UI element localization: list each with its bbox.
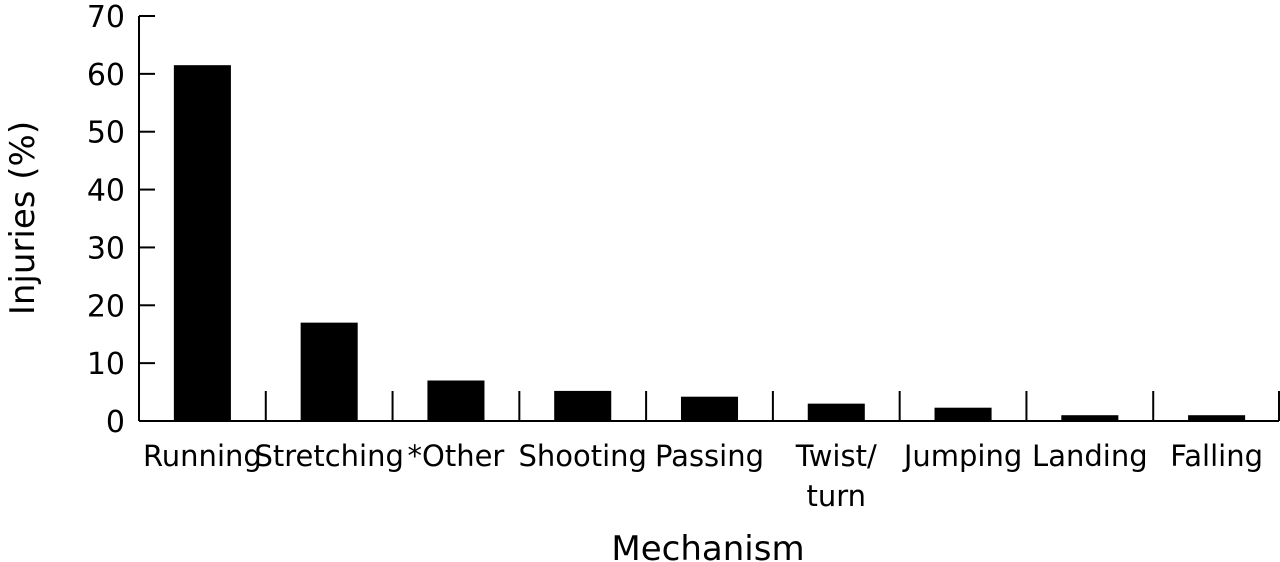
x-category-label: Landing	[1032, 439, 1148, 473]
y-tick-label: 20	[87, 289, 125, 324]
y-tick-label: 60	[87, 58, 125, 93]
y-tick-label: 30	[87, 231, 125, 266]
bars	[173, 65, 1246, 421]
bar	[300, 322, 358, 421]
y-axis-title: Injuries (%)	[3, 121, 43, 315]
y-axis: 0 10 20 30 40 50 60 70	[87, 0, 155, 440]
x-category-label: Shooting	[518, 439, 647, 473]
bar	[934, 407, 992, 421]
x-category-label: *Other	[408, 439, 505, 473]
bar	[554, 390, 612, 421]
x-category-label: turn	[807, 479, 867, 513]
x-category-label: Running	[143, 439, 262, 473]
y-tick-label: 70	[87, 0, 125, 35]
bar	[1188, 415, 1246, 421]
y-tick-label: 50	[87, 116, 125, 151]
bar	[1061, 415, 1119, 421]
bar	[807, 403, 865, 421]
bar	[173, 65, 231, 421]
x-category-label: Jumping	[902, 439, 1022, 473]
x-category-label: Stretching	[254, 439, 403, 473]
x-axis-title: Mechanism	[611, 529, 804, 562]
x-category-label: Falling	[1170, 439, 1263, 473]
bar	[427, 380, 485, 421]
x-category-label: Passing	[655, 439, 764, 473]
y-tick-label: 40	[87, 174, 125, 209]
y-tick-label: 10	[87, 347, 125, 382]
x-category-label: Twist/	[795, 439, 877, 473]
bar	[680, 396, 739, 421]
y-tick-label: 0	[106, 405, 125, 440]
